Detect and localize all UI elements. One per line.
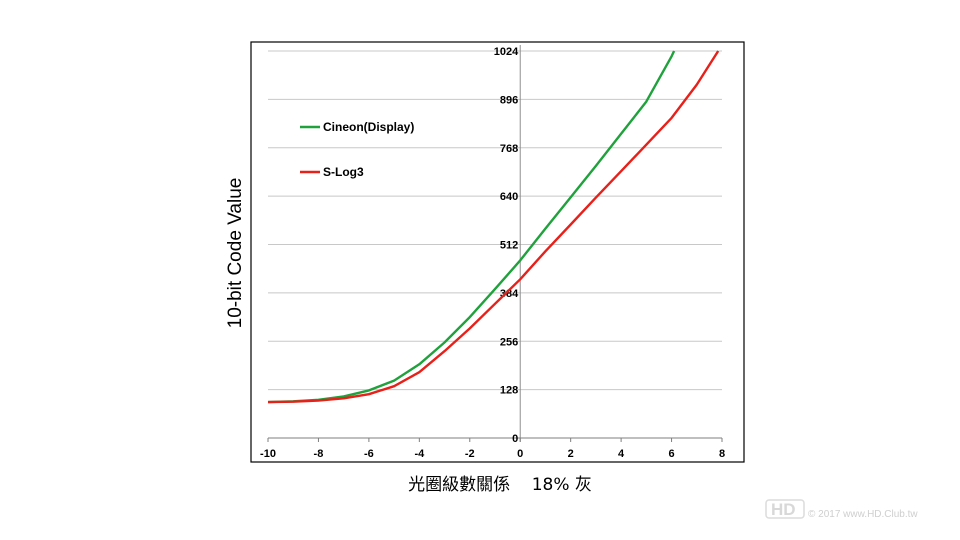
series-line-1 (267, 50, 720, 404)
x-tick-labels: -10 -8 -6 -4 -2 0 2 4 6 8 (260, 438, 725, 460)
legend: Cineon(Display) S-Log3 (300, 120, 414, 179)
y-tick-0: 0 (512, 433, 518, 445)
y-tick-896: 896 (500, 94, 518, 106)
x-tick-6: 6 (668, 448, 674, 460)
watermark-text: © 2017 www.HD.Club.tw (808, 509, 918, 520)
x-tick-4: 4 (618, 448, 625, 460)
x-tick--6: -6 (364, 448, 374, 460)
y-tick-labels: 0 128 256 384 512 640 768 896 1024 (494, 46, 519, 445)
series-line-0 (267, 50, 676, 404)
x-tick--8: -8 (314, 448, 324, 460)
watermark: HD © 2017 www.HD.Club.tw (765, 499, 918, 520)
y-tick-640: 640 (500, 191, 518, 203)
x-tick-0: 0 (517, 448, 523, 460)
y-tick-1024: 1024 (494, 46, 519, 58)
plot-frame (250, 41, 745, 463)
x-tick-2: 2 (568, 448, 574, 460)
legend-label-cineon: Cineon(Display) (323, 120, 414, 134)
y-tick-384: 384 (500, 288, 519, 300)
y-tick-128: 128 (500, 385, 518, 397)
legend-label-slog3: S-Log3 (323, 165, 364, 179)
series-layer (267, 50, 720, 404)
y-axis-title: 10-bit Code Value (225, 178, 246, 329)
y-tick-512: 512 (500, 240, 518, 252)
watermark-logo-box (765, 499, 805, 519)
x-tick-8: 8 (719, 448, 725, 460)
x-tick--4: -4 (414, 448, 425, 460)
x-tick--10: -10 (260, 448, 276, 460)
y-tick-768: 768 (500, 143, 518, 155)
watermark-logo: HD (771, 500, 796, 519)
y-tick-256: 256 (500, 336, 518, 348)
x-tick--2: -2 (465, 448, 475, 460)
x-axis-title: 光圈級數關係 18% 灰 (408, 475, 592, 495)
